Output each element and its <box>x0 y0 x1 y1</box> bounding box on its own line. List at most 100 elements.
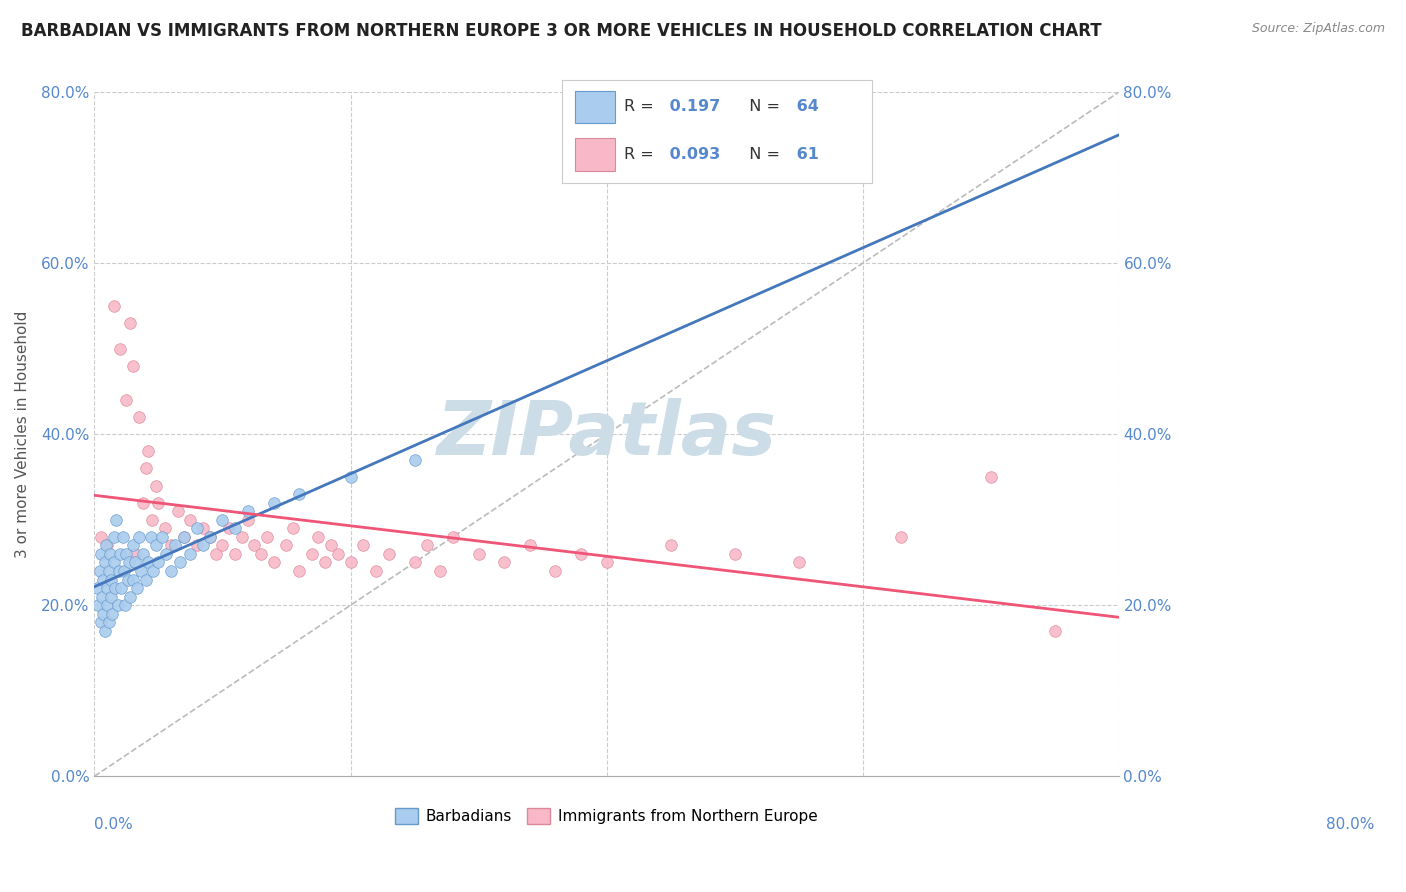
Text: ZIPatlas: ZIPatlas <box>436 398 776 471</box>
Text: Source: ZipAtlas.com: Source: ZipAtlas.com <box>1251 22 1385 36</box>
Point <box>118 556 141 570</box>
Point <box>103 299 125 313</box>
Point <box>186 538 208 552</box>
Point <box>86 581 108 595</box>
Point <box>231 530 253 544</box>
Point <box>90 615 112 630</box>
Point <box>112 564 135 578</box>
Point <box>467 547 489 561</box>
Point <box>100 590 122 604</box>
Point <box>155 547 177 561</box>
Point <box>136 444 159 458</box>
Point <box>122 538 145 552</box>
Point <box>224 547 246 561</box>
Point <box>165 538 187 552</box>
Point <box>93 607 115 621</box>
Point <box>404 556 426 570</box>
Point <box>890 530 912 544</box>
Point <box>141 513 163 527</box>
Point <box>544 564 567 578</box>
Point <box>124 547 146 561</box>
Point <box>364 564 387 578</box>
Point <box>980 470 1002 484</box>
Point <box>288 564 311 578</box>
Y-axis label: 3 or more Vehicles in Household: 3 or more Vehicles in Household <box>15 310 30 558</box>
Point <box>494 556 516 570</box>
Point <box>93 556 115 570</box>
Legend: Barbadians, Immigrants from Northern Europe: Barbadians, Immigrants from Northern Eur… <box>389 802 824 830</box>
Point <box>416 538 439 552</box>
Point <box>314 556 336 570</box>
Point <box>90 530 112 544</box>
Point <box>128 530 150 544</box>
Point <box>569 547 592 561</box>
Point <box>90 547 112 561</box>
Point <box>114 599 136 613</box>
Point <box>198 530 221 544</box>
Point <box>122 573 145 587</box>
Point <box>429 564 451 578</box>
Point <box>117 573 139 587</box>
Point <box>115 393 138 408</box>
Point <box>352 538 374 552</box>
Point <box>173 530 195 544</box>
Point <box>122 359 145 373</box>
Point <box>243 538 266 552</box>
Point <box>103 530 125 544</box>
Point <box>166 504 188 518</box>
Point <box>173 530 195 544</box>
Point <box>160 564 183 578</box>
Point <box>132 496 155 510</box>
Point <box>404 453 426 467</box>
Point <box>256 530 278 544</box>
Point <box>97 564 120 578</box>
Point <box>135 461 157 475</box>
Point <box>263 496 285 510</box>
Point <box>179 513 201 527</box>
Point <box>595 556 617 570</box>
Point <box>104 581 127 595</box>
Point <box>148 556 170 570</box>
Text: 0.0%: 0.0% <box>94 817 134 832</box>
Point <box>321 538 343 552</box>
Point <box>150 530 173 544</box>
Point <box>441 530 464 544</box>
Point <box>108 342 131 356</box>
Text: R =: R = <box>624 99 659 114</box>
Point <box>97 615 120 630</box>
Text: R =: R = <box>624 146 659 161</box>
Text: 80.0%: 80.0% <box>1326 817 1375 832</box>
Point <box>91 590 114 604</box>
Point <box>132 547 155 561</box>
Point <box>93 624 115 638</box>
Point <box>236 513 259 527</box>
Point <box>276 538 298 552</box>
Point <box>378 547 401 561</box>
Point <box>186 521 208 535</box>
Point <box>108 547 131 561</box>
Text: BARBADIAN VS IMMIGRANTS FROM NORTHERN EUROPE 3 OR MORE VEHICLES IN HOUSEHOLD COR: BARBADIAN VS IMMIGRANTS FROM NORTHERN EU… <box>21 22 1102 40</box>
Point <box>211 513 233 527</box>
Point <box>519 538 541 552</box>
Point <box>193 521 215 535</box>
Point <box>148 496 170 510</box>
Point <box>326 547 349 561</box>
Point <box>142 564 165 578</box>
Point <box>145 538 167 552</box>
Text: 0.093: 0.093 <box>665 146 721 161</box>
Point <box>288 487 311 501</box>
Point <box>87 599 110 613</box>
Text: N =: N = <box>738 146 780 161</box>
Point <box>211 538 233 552</box>
Point <box>96 538 118 552</box>
Point <box>110 581 132 595</box>
Point <box>723 547 745 561</box>
Text: 0.197: 0.197 <box>665 99 721 114</box>
Point <box>101 607 124 621</box>
Point <box>787 556 810 570</box>
Point <box>169 556 191 570</box>
Text: 61: 61 <box>792 146 820 161</box>
Point <box>93 573 115 587</box>
Point <box>179 547 201 561</box>
Point <box>98 547 121 561</box>
